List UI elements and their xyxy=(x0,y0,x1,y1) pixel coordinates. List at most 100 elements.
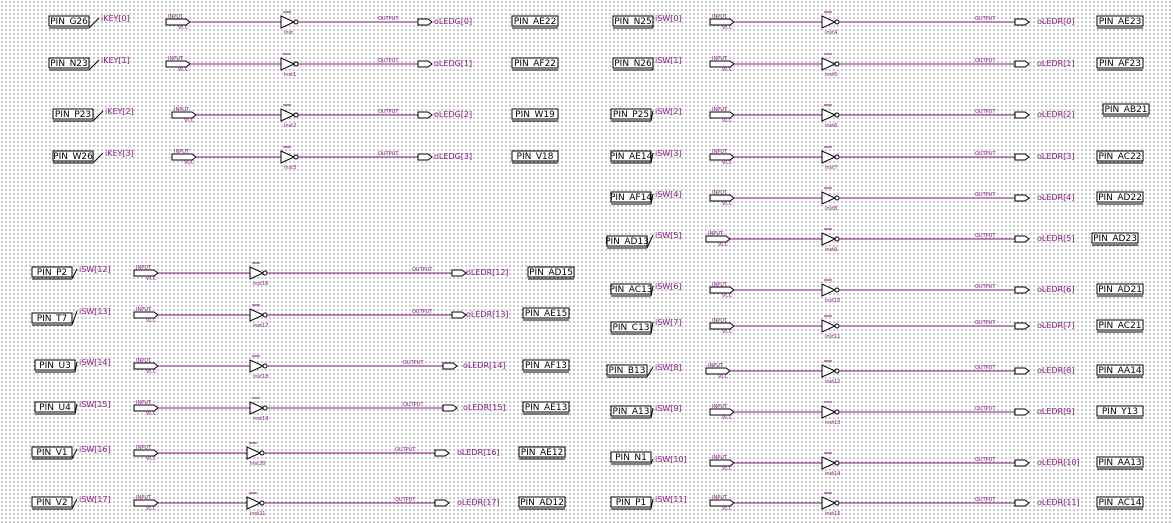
output-port-symbol xyxy=(1014,60,1030,68)
channel-pin-a13: PIN_A13 iSW[9] INPUT VCC inst13 OUTPUT oLEDR[9… xyxy=(610,401,1144,426)
vcc-tag: VCC xyxy=(146,456,157,462)
input-pin-label: PIN_AD13 xyxy=(605,237,649,247)
input-pin-label: PIN_N23 xyxy=(50,59,88,69)
not-gate-symbol xyxy=(246,492,265,510)
vcc-tag: VCC xyxy=(184,118,195,124)
output-pin-label: PIN_AF22 xyxy=(514,59,556,69)
output-port-tag: OUTPUT xyxy=(378,151,399,157)
output-pin-box: PIN_AD12 xyxy=(518,496,566,510)
input-port-tag: INPUT xyxy=(708,363,724,369)
input-pin-label: PIN_N26 xyxy=(614,59,652,69)
output-pin-box: PIN_AC21 xyxy=(1096,319,1144,333)
input-port-symbol xyxy=(709,111,735,119)
output-signal-name: oLEDG[0] xyxy=(434,17,472,26)
output-signal-name: oLEDR[15] xyxy=(463,403,506,412)
vcc-tag: VCC xyxy=(722,118,733,124)
output-pin-label: PIN_W19 xyxy=(515,110,555,120)
output-pin-label: PIN_AE12 xyxy=(521,448,564,458)
output-port-symbol xyxy=(1014,367,1030,375)
output-signal-name: oLEDR[13] xyxy=(466,310,509,319)
input-port-symbol xyxy=(705,367,731,375)
input-pin-label: PIN_B13 xyxy=(609,366,646,376)
not-gate-symbol xyxy=(249,355,268,373)
vcc-tag: VCC xyxy=(178,25,189,31)
input-port-tag: INPUT xyxy=(712,190,728,196)
output-pin-box: PIN_W19 xyxy=(511,108,559,122)
input-port-symbol xyxy=(171,153,197,161)
output-pin-label: PIN_Y13 xyxy=(1102,407,1138,417)
output-port-tag: OUTPUT xyxy=(975,406,996,412)
not-gate-symbol xyxy=(821,53,840,71)
output-pin-label: PIN_AE23 xyxy=(1099,17,1142,27)
vcc-tag: VCC xyxy=(146,506,157,512)
output-pin-box: PIN_Y13 xyxy=(1096,405,1144,419)
output-pin-label: PIN_AF23 xyxy=(1099,59,1141,69)
input-pin-label: PIN_P1 xyxy=(616,498,646,508)
output-pin-box: PIN_AF22 xyxy=(511,57,559,71)
not-gate-symbol xyxy=(821,492,840,510)
input-signal-name: iSW[4] xyxy=(655,190,682,199)
input-port-tag: INPUT xyxy=(136,358,152,364)
channel-pin-n1: PIN_N1 iSW[10] INPUT VCC inst14 OUTPUT oLEDR[1… xyxy=(610,451,1144,477)
vcc-tag: VCC xyxy=(146,276,157,282)
channel-pin-u4: PIN_U4 iSW[15] INPUT VCC inst19 OUTPUT oLEDR[1… xyxy=(34,397,570,422)
output-signal-name: oLEDR[2] xyxy=(1037,110,1074,119)
output-signal-name: oLEDR[9] xyxy=(1037,407,1074,416)
output-pin-box: PIN_V18 xyxy=(511,150,559,164)
channel-pin-n26: PIN_N26 iSW[1] INPUT VCC inst5 OUTPUT oLEDR[1]… xyxy=(612,53,1144,78)
output-signal-name: oLEDG[3] xyxy=(434,152,472,161)
input-signal-name: iSW[7] xyxy=(655,318,682,327)
channel-pin-p2: PIN_P2 iSW[12] INPUT VCC inst16 OUTPUT oLEDR[1… xyxy=(31,262,575,287)
output-port-symbol xyxy=(1014,153,1030,161)
gate-instance-name: inst10 xyxy=(825,298,841,304)
output-port-tag: OUTPUT xyxy=(403,360,424,366)
vcc-tag: VCC xyxy=(722,329,733,335)
input-port-tag: INPUT xyxy=(712,282,728,288)
input-signal-name: iSW[8] xyxy=(655,363,682,372)
output-pin-box: PIN_AE15 xyxy=(522,307,570,321)
output-pin-box: PIN_AE12 xyxy=(518,446,566,460)
vcc-tag: VCC xyxy=(184,160,195,166)
output-pin-box: PIN_AA14 xyxy=(1096,364,1144,378)
output-pin-box: PIN_AE23 xyxy=(1096,15,1144,29)
gate-instance-name: inst6 xyxy=(825,123,837,129)
output-signal-name: oLEDR[12] xyxy=(466,268,509,277)
input-pin-box: PIN_P23 xyxy=(52,108,94,122)
input-pin-label: PIN_N1 xyxy=(615,453,647,463)
output-port-tag: OUTPUT xyxy=(975,457,996,463)
output-port-symbol xyxy=(1014,111,1030,119)
input-port-symbol xyxy=(709,459,735,467)
input-port-symbol xyxy=(133,362,159,370)
output-pin-box: PIN_AF13 xyxy=(522,359,570,373)
output-pin-label: PIN_AF13 xyxy=(525,361,567,371)
input-port-symbol xyxy=(709,499,735,507)
output-pin-label: PIN_AC22 xyxy=(1098,152,1141,162)
input-port-tag: INPUT xyxy=(136,265,152,271)
output-pin-box: PIN_AB21 xyxy=(1102,103,1150,117)
output-signal-name: oLEDR[16] xyxy=(457,448,500,457)
output-port-symbol xyxy=(417,153,433,161)
input-port-tag: INPUT xyxy=(712,404,728,410)
input-pin-label: PIN_A13 xyxy=(613,407,650,417)
output-signal-name: oLEDR[8] xyxy=(1037,366,1074,375)
input-port-symbol xyxy=(709,408,735,416)
input-pin-label: PIN_AE14 xyxy=(610,152,653,162)
input-pin-box: PIN_W26 xyxy=(52,150,94,164)
vcc-tag: VCC xyxy=(722,25,733,31)
input-pin-label: PIN_G26 xyxy=(50,17,88,27)
input-port-symbol xyxy=(709,18,735,26)
input-signal-name: iSW[6] xyxy=(655,282,682,291)
output-pin-label: PIN_AA13 xyxy=(1098,458,1141,468)
gate-instance-name: inst xyxy=(284,30,293,36)
output-signal-name: oLEDR[14] xyxy=(463,361,506,370)
input-signal-name: iSW[13] xyxy=(79,307,111,316)
input-pin-label: PIN_N25 xyxy=(614,17,652,27)
output-port-symbol xyxy=(442,362,458,370)
channel-pin-af14: PIN_AF14 iSW[4] INPUT VCC inst8 OUTPUT oLEDR[4… xyxy=(610,187,1144,212)
channel-pin-n23: PIN_N23 iKEY[1] INPUT VCC inst1 OUTPUT oLEDG[1… xyxy=(48,53,559,78)
gate-instance-name: inst21 xyxy=(250,511,266,517)
output-pin-label: PIN_AE15 xyxy=(525,309,568,319)
input-pin-box: PIN_N23 xyxy=(48,57,90,71)
not-gate-symbol xyxy=(249,304,268,322)
vcc-tag: VCC xyxy=(718,374,729,380)
